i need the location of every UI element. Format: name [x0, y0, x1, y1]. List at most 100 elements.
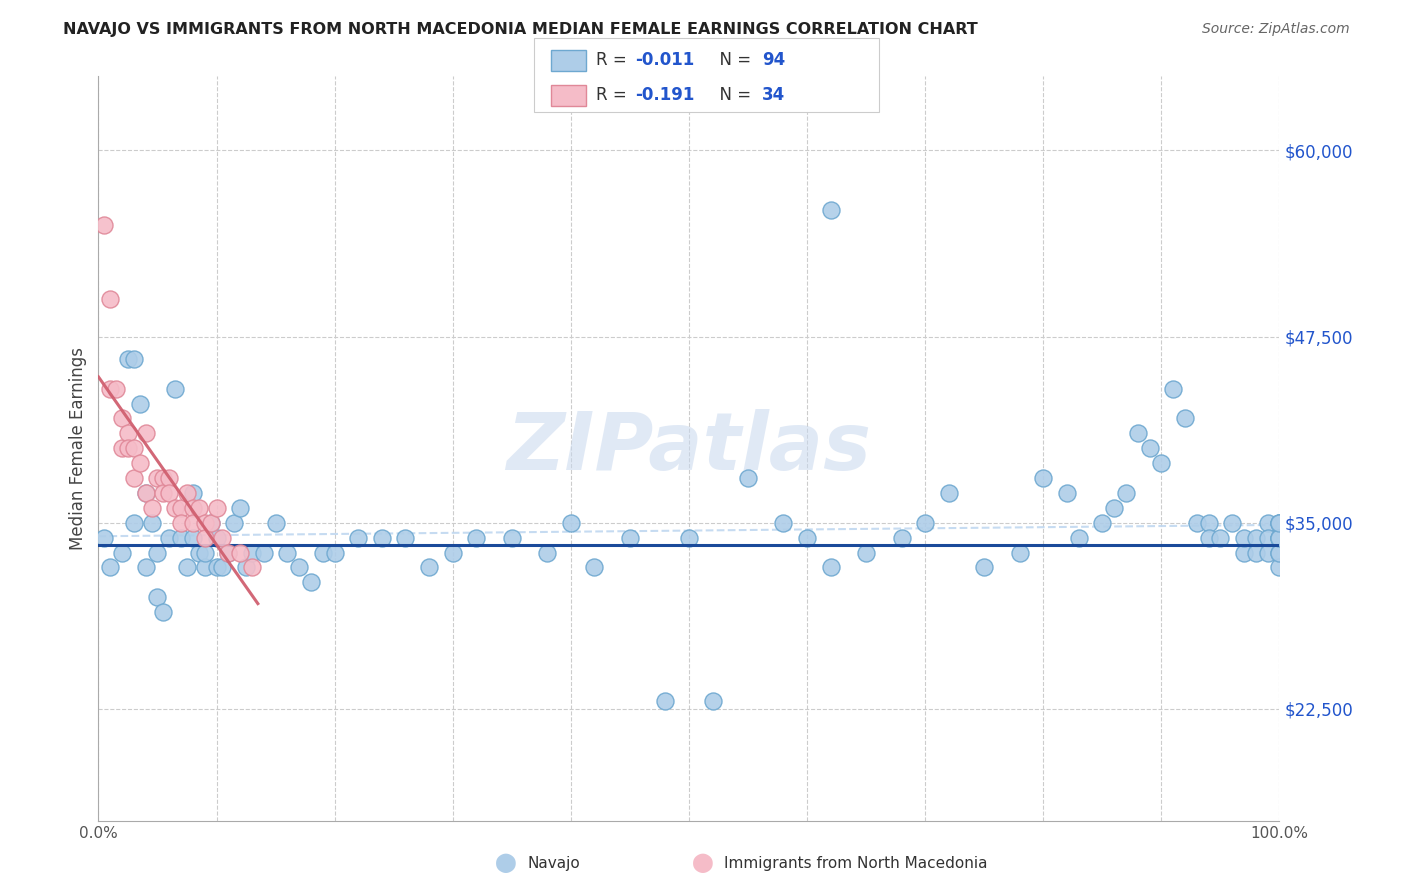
Point	[240, 560, 263, 574]
Point	[855, 545, 877, 559]
Point	[117, 351, 139, 366]
Text: R =: R =	[596, 52, 633, 70]
Point	[276, 545, 298, 559]
Point	[217, 545, 239, 559]
Point	[1233, 531, 1256, 545]
Point	[117, 441, 139, 455]
Point	[235, 560, 257, 574]
Point	[418, 560, 440, 574]
Point	[1008, 545, 1031, 559]
Point	[135, 486, 157, 500]
Point	[93, 531, 115, 545]
Point	[654, 694, 676, 708]
Point	[1056, 486, 1078, 500]
Point	[264, 516, 287, 530]
Point	[914, 516, 936, 530]
Point	[200, 516, 222, 530]
Point	[560, 516, 582, 530]
Point	[702, 694, 724, 708]
Point	[122, 516, 145, 530]
Point	[1268, 516, 1291, 530]
Point	[128, 456, 150, 470]
Point	[141, 516, 163, 530]
Point	[1257, 531, 1279, 545]
Text: Source: ZipAtlas.com: Source: ZipAtlas.com	[1202, 22, 1350, 37]
Text: NAVAJO VS IMMIGRANTS FROM NORTH MACEDONIA MEDIAN FEMALE EARNINGS CORRELATION CHA: NAVAJO VS IMMIGRANTS FROM NORTH MACEDONI…	[63, 22, 979, 37]
Point	[146, 545, 169, 559]
Point	[194, 516, 217, 530]
Point	[117, 426, 139, 441]
Point	[229, 545, 252, 559]
Point	[146, 471, 169, 485]
Point	[157, 486, 180, 500]
Point	[1198, 531, 1220, 545]
Point	[194, 545, 217, 559]
Point	[1032, 471, 1054, 485]
Point	[165, 382, 187, 396]
Text: -0.191: -0.191	[636, 87, 695, 104]
Point	[98, 292, 121, 306]
Point	[1268, 560, 1291, 574]
Point	[501, 531, 523, 545]
Point	[619, 531, 641, 545]
Point	[111, 545, 134, 559]
Point	[1220, 516, 1243, 530]
Point	[299, 575, 322, 590]
Point	[1268, 545, 1291, 559]
Point	[1244, 545, 1267, 559]
Point	[465, 531, 488, 545]
Point	[205, 500, 228, 515]
Point	[1185, 516, 1208, 530]
Point	[111, 411, 134, 425]
Point	[1102, 500, 1125, 515]
Point	[135, 486, 157, 500]
Point	[796, 531, 818, 545]
Point	[122, 441, 145, 455]
Point	[1209, 531, 1232, 545]
Point	[194, 531, 217, 545]
Point	[211, 531, 233, 545]
Point	[973, 560, 995, 574]
Point	[111, 441, 134, 455]
Point	[194, 560, 217, 574]
Point	[200, 516, 222, 530]
Point	[170, 516, 193, 530]
Text: 94: 94	[762, 52, 786, 70]
Point	[128, 396, 150, 410]
Point	[323, 545, 346, 559]
Point	[152, 605, 174, 619]
Point	[938, 486, 960, 500]
Point	[176, 560, 198, 574]
Text: ⬤: ⬤	[495, 854, 517, 873]
Point	[1268, 531, 1291, 545]
Point	[820, 202, 842, 217]
Point	[1257, 516, 1279, 530]
Text: Immigrants from North Macedonia: Immigrants from North Macedonia	[724, 856, 987, 871]
Point	[1268, 516, 1291, 530]
Point	[1198, 516, 1220, 530]
Point	[170, 500, 193, 515]
Text: ZIPatlas: ZIPatlas	[506, 409, 872, 487]
Point	[1233, 545, 1256, 559]
Point	[1268, 545, 1291, 559]
Point	[146, 591, 169, 605]
Point	[205, 531, 228, 545]
Y-axis label: Median Female Earnings: Median Female Earnings	[69, 347, 87, 549]
Text: N =: N =	[709, 87, 756, 104]
Point	[1115, 486, 1137, 500]
Point	[240, 545, 263, 559]
Point	[157, 471, 180, 485]
Point	[1091, 516, 1114, 530]
Point	[583, 560, 606, 574]
Text: N =: N =	[709, 52, 756, 70]
Point	[1067, 531, 1090, 545]
Point	[135, 560, 157, 574]
Point	[820, 560, 842, 574]
Point	[152, 471, 174, 485]
Point	[1257, 545, 1279, 559]
Point	[187, 500, 209, 515]
Point	[229, 500, 252, 515]
Point	[98, 560, 121, 574]
Point	[187, 545, 209, 559]
Text: R =: R =	[596, 87, 633, 104]
